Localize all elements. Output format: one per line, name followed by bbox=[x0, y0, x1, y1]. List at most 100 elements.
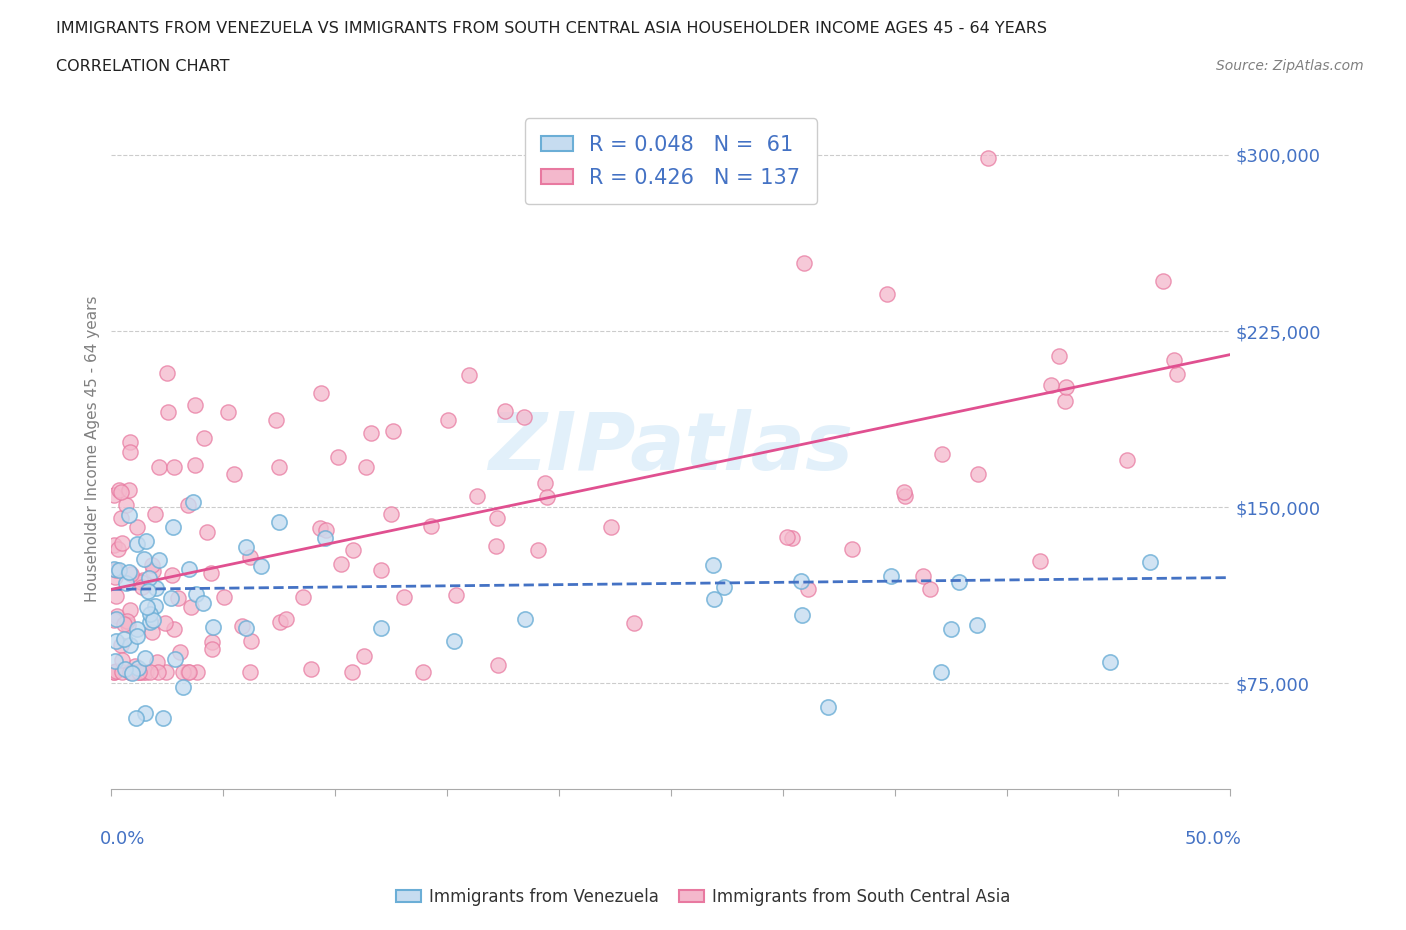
Point bbox=[880, 569, 903, 584]
Point bbox=[103, 664, 125, 679]
Point bbox=[269, 615, 291, 630]
Point bbox=[129, 575, 152, 590]
Point bbox=[235, 620, 257, 635]
Point bbox=[184, 398, 207, 413]
Point bbox=[342, 664, 364, 679]
Point bbox=[792, 607, 814, 622]
Point bbox=[941, 621, 963, 636]
Point bbox=[142, 613, 165, 628]
Point bbox=[139, 614, 162, 629]
Point bbox=[911, 569, 934, 584]
Point bbox=[776, 530, 799, 545]
Text: IMMIGRANTS FROM VENEZUELA VS IMMIGRANTS FROM SOUTH CENTRAL ASIA HOUSEHOLDER INCO: IMMIGRANTS FROM VENEZUELA VS IMMIGRANTS … bbox=[56, 21, 1047, 36]
Text: CORRELATION CHART: CORRELATION CHART bbox=[56, 59, 229, 73]
Point bbox=[139, 664, 162, 679]
Point bbox=[180, 600, 202, 615]
Point bbox=[148, 552, 170, 567]
Point bbox=[114, 498, 136, 512]
Point bbox=[111, 664, 134, 679]
Point bbox=[134, 706, 156, 721]
Point bbox=[104, 654, 127, 669]
Point bbox=[382, 423, 405, 438]
Point bbox=[134, 651, 156, 666]
Point bbox=[485, 511, 508, 525]
Point bbox=[104, 563, 127, 578]
Point bbox=[239, 550, 262, 565]
Legend: R = 0.048   N =  61, R = 0.426   N = 137: R = 0.048 N = 61, R = 0.426 N = 137 bbox=[524, 118, 817, 205]
Point bbox=[412, 664, 434, 679]
Point bbox=[600, 520, 623, 535]
Point bbox=[177, 498, 200, 512]
Point bbox=[177, 664, 200, 679]
Point bbox=[110, 485, 132, 499]
Point bbox=[380, 506, 402, 521]
Point bbox=[370, 562, 392, 577]
Point bbox=[118, 565, 141, 579]
Point bbox=[1139, 554, 1161, 569]
Point bbox=[103, 613, 125, 628]
Text: ZIPatlas: ZIPatlas bbox=[488, 409, 853, 487]
Point bbox=[269, 514, 291, 529]
Point bbox=[162, 520, 184, 535]
Point bbox=[122, 664, 145, 679]
Point bbox=[179, 664, 201, 679]
Point bbox=[141, 625, 163, 640]
Point bbox=[623, 616, 645, 631]
Point bbox=[177, 561, 200, 576]
Point bbox=[118, 445, 141, 459]
Point bbox=[315, 523, 337, 538]
Point bbox=[141, 564, 163, 578]
Point bbox=[167, 591, 190, 605]
Point bbox=[112, 631, 135, 646]
Point bbox=[181, 495, 204, 510]
Point bbox=[513, 409, 536, 424]
Point bbox=[169, 644, 191, 659]
Point bbox=[797, 582, 820, 597]
Point bbox=[105, 589, 128, 604]
Point bbox=[129, 664, 152, 679]
Point bbox=[118, 507, 141, 522]
Point bbox=[309, 521, 332, 536]
Point bbox=[465, 488, 488, 503]
Point bbox=[299, 661, 322, 676]
Point bbox=[111, 652, 134, 667]
Point bbox=[1116, 453, 1139, 468]
Text: 50.0%: 50.0% bbox=[1185, 830, 1241, 848]
Point bbox=[790, 574, 813, 589]
Point bbox=[276, 612, 298, 627]
Point bbox=[124, 658, 146, 673]
Point bbox=[360, 425, 382, 440]
Point bbox=[793, 256, 815, 271]
Point bbox=[131, 579, 153, 594]
Point bbox=[135, 600, 157, 615]
Point bbox=[120, 664, 142, 679]
Point bbox=[1166, 366, 1188, 381]
Point bbox=[103, 538, 125, 552]
Point bbox=[231, 618, 253, 633]
Point bbox=[153, 616, 176, 631]
Point bbox=[702, 558, 724, 573]
Point bbox=[105, 663, 128, 678]
Point bbox=[515, 612, 537, 627]
Point bbox=[136, 583, 159, 598]
Point bbox=[250, 559, 273, 574]
Point bbox=[876, 286, 898, 301]
Point bbox=[145, 580, 167, 595]
Point bbox=[817, 699, 839, 714]
Point bbox=[103, 488, 125, 503]
Point bbox=[127, 660, 149, 675]
Point bbox=[121, 665, 143, 680]
Point bbox=[127, 629, 149, 644]
Point bbox=[138, 570, 160, 585]
Point bbox=[141, 558, 163, 573]
Point bbox=[703, 591, 725, 606]
Point bbox=[264, 413, 287, 428]
Point bbox=[132, 552, 155, 567]
Point bbox=[125, 711, 148, 726]
Point bbox=[239, 664, 262, 679]
Point bbox=[163, 459, 186, 474]
Point bbox=[526, 542, 548, 557]
Point bbox=[127, 664, 149, 679]
Point bbox=[172, 680, 194, 695]
Point bbox=[201, 642, 224, 657]
